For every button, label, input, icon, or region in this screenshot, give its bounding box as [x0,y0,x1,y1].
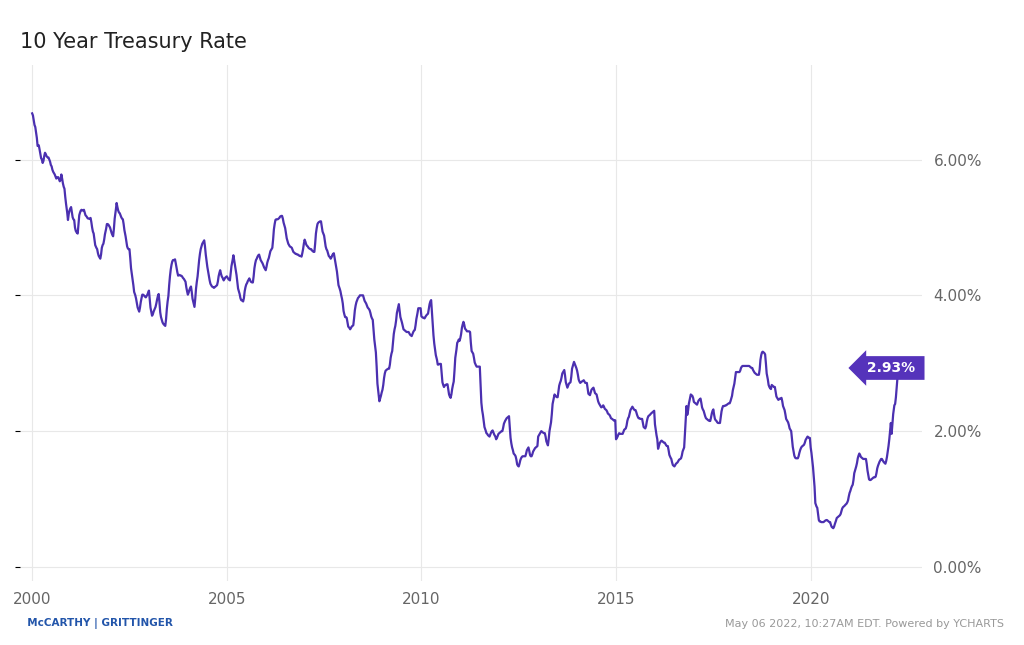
Text: 10 Year Treasury Rate: 10 Year Treasury Rate [20,32,248,52]
Text: 2.93%: 2.93% [861,361,920,375]
Text: McCARTHY | GRITTINGER: McCARTHY | GRITTINGER [20,618,173,629]
Text: May 06 2022, 10:27AM EDT. Powered by YCHARTS: May 06 2022, 10:27AM EDT. Powered by YCH… [725,619,1004,629]
